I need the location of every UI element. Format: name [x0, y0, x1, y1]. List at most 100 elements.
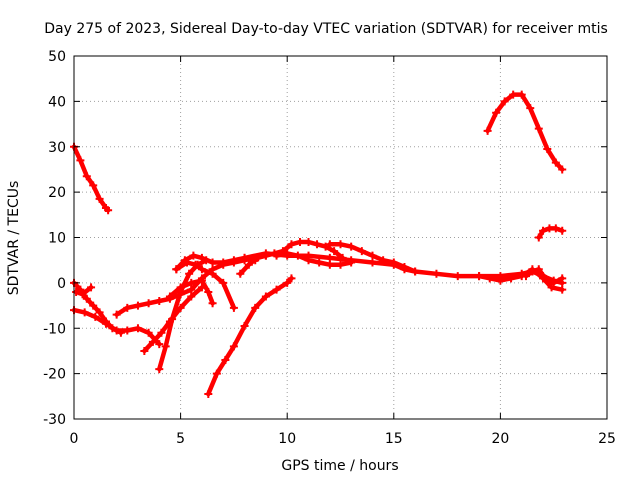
data-point [140, 346, 149, 355]
data-point [534, 124, 543, 133]
data-point [155, 365, 164, 374]
data-point [357, 247, 366, 256]
data-point [547, 283, 556, 292]
data-point [287, 274, 296, 283]
y-tick-label: -10 [43, 321, 66, 337]
data-point [197, 265, 206, 274]
data-point [72, 287, 81, 296]
data-point [432, 269, 441, 278]
data-point [229, 303, 238, 312]
data-point [104, 206, 113, 215]
grid-layer [74, 56, 607, 419]
data-point [336, 260, 345, 269]
data-point [558, 274, 567, 283]
series-line-arc-2 [485, 92, 565, 172]
data-point [496, 276, 505, 285]
data-point [500, 97, 509, 106]
data-point [521, 272, 530, 281]
data-point [165, 292, 174, 301]
data-point [541, 274, 550, 283]
data-point [551, 158, 560, 167]
data-point [144, 299, 153, 308]
y-axis-title: SDTVAR / TECUs [6, 181, 22, 296]
data-point [123, 326, 132, 335]
data-point [187, 292, 196, 301]
data-point [534, 265, 543, 274]
series-line-arc-1 [71, 144, 111, 213]
data-point [133, 324, 142, 333]
data-point [330, 247, 339, 256]
series-line-arc-9 [157, 257, 209, 372]
data-point [208, 299, 217, 308]
data-point [534, 233, 543, 242]
data-point [89, 181, 98, 190]
data-point [176, 283, 185, 292]
data-point [212, 369, 221, 378]
data-point [219, 258, 228, 267]
data-point [82, 294, 91, 303]
data-point [240, 253, 249, 262]
data-point [197, 253, 206, 262]
data-point [101, 319, 110, 328]
y-tick-label: 20 [48, 185, 66, 201]
data-point [411, 267, 420, 276]
data-point [251, 303, 260, 312]
data-point [558, 165, 567, 174]
data-point [87, 283, 96, 292]
data-point [347, 258, 356, 267]
data-point [95, 308, 104, 317]
data-point [283, 278, 292, 287]
plot-frame [73, 55, 608, 420]
y-tick-label: 50 [48, 49, 66, 65]
data-point [133, 301, 142, 310]
y-tick-label: -30 [43, 412, 66, 428]
data-point [168, 315, 177, 324]
data-point [379, 256, 388, 265]
data-point [507, 274, 516, 283]
data-point [539, 226, 548, 235]
data-point [148, 337, 157, 346]
data-point [229, 256, 238, 265]
data-point [155, 340, 164, 349]
data-point [325, 240, 334, 249]
data-point [219, 278, 228, 287]
data-point [543, 145, 552, 154]
data-point [526, 104, 535, 113]
data-point [475, 272, 484, 281]
data-point [313, 240, 322, 249]
data-point [492, 108, 501, 117]
data-point [483, 126, 492, 135]
x-tick-label: 0 [70, 431, 79, 447]
y-tick-label: -20 [43, 367, 66, 383]
y-tick-label: 30 [48, 140, 66, 156]
data-point [509, 90, 518, 99]
data-point [304, 238, 313, 247]
data-point [325, 260, 334, 269]
data-point [295, 238, 304, 247]
data-point [261, 292, 270, 301]
data-point [272, 285, 281, 294]
data-point [336, 240, 345, 249]
x-tick-label: 15 [385, 431, 403, 447]
data-point [197, 276, 206, 285]
data-point [208, 269, 217, 278]
data-point [558, 226, 567, 235]
data-point [368, 251, 377, 260]
data-point [321, 242, 330, 251]
data-point [517, 90, 526, 99]
x-tick-label: 25 [598, 431, 616, 447]
y-tick-label: 40 [48, 94, 66, 110]
data-point [89, 301, 98, 310]
y-tick-label: 0 [57, 276, 66, 292]
y-tick-label: 10 [48, 231, 66, 247]
data-point [191, 260, 200, 269]
x-tick-label: 5 [176, 431, 185, 447]
data-point [325, 253, 334, 262]
data-point [272, 251, 281, 260]
data-point [91, 312, 100, 321]
chart-title: Day 275 of 2023, Sidereal Day-to-day VTE… [44, 21, 608, 37]
data-point [123, 303, 132, 312]
data-point [189, 251, 198, 260]
data-point [293, 251, 302, 260]
